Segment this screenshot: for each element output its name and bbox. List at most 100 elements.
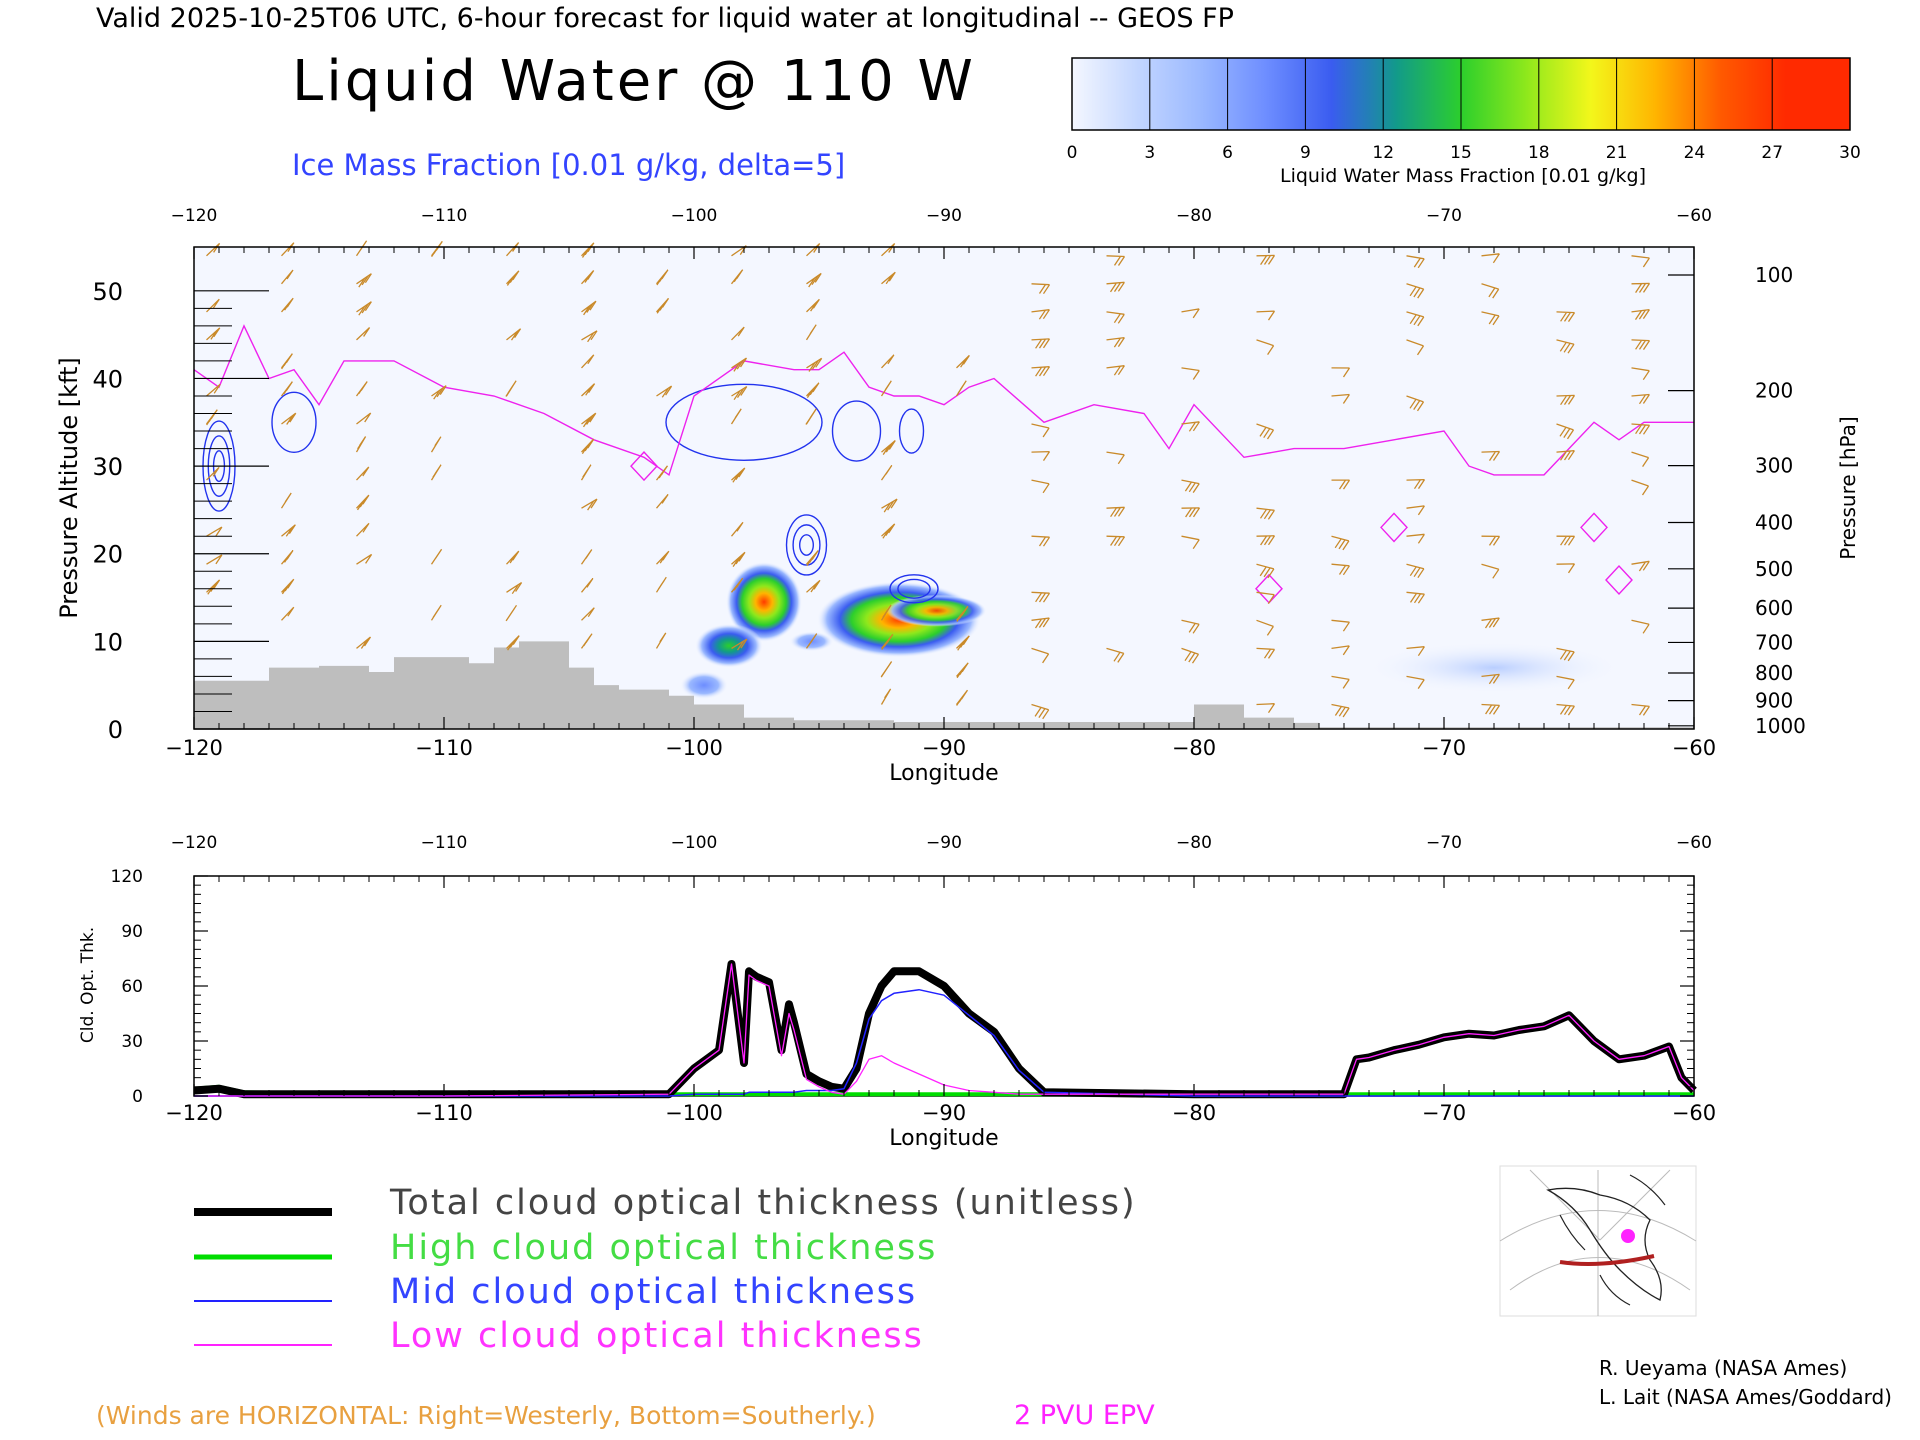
pressure-tick-label: 700 [1755,630,1793,654]
colorbar-segment [1525,58,1592,130]
lower-xlabel: Longitude [889,1126,998,1151]
pv-note: 2 PVU EPV [1014,1400,1155,1431]
wind-barb [1631,255,1650,268]
wind-barb [880,633,894,650]
wind-barb [806,579,821,593]
wind-barb [205,409,218,426]
x-tick-label: −110 [415,736,473,760]
legend: Total cloud optical thickness (unitless)… [194,1183,1135,1356]
ice-contour [831,400,882,462]
wind-barb [1181,647,1200,664]
credit-1: R. Ueyama (NASA Ames) [1599,1356,1847,1380]
wind-barb [581,498,598,511]
colorbar: 0 3 6 9 12 15 18 21 24 27 30 [1067,57,1861,163]
wind-barb [281,524,296,537]
wind-barb [1556,703,1575,716]
lower-top-x-tick-label: −60 [1676,833,1712,853]
top-x-tick-label: −100 [671,206,718,226]
wind-barb [1106,647,1125,663]
wind-barb [1031,423,1050,438]
colorbar-tick-label: 24 [1684,143,1706,163]
wind-barb [1181,421,1200,432]
wind-barb [430,604,442,621]
wind-barb [1106,365,1125,376]
wind-barb [730,577,744,593]
colorbar-segment [1266,58,1332,130]
colorbar-tick-label: 12 [1372,143,1394,163]
ice-contour [889,574,939,604]
wind-barb [1256,507,1275,520]
wind-barb [1181,507,1201,518]
wind-barb [206,466,220,481]
wind-barb [1331,645,1350,656]
wind-barb [1181,535,1200,550]
colorbar-frame [1071,57,1851,131]
wind-barb [1331,675,1350,689]
pv-contour-loop [630,451,658,482]
wind-barb [355,436,367,453]
lower-top-x-tick-label: −120 [171,833,218,853]
wind-barb [206,327,221,341]
wind-barb [1331,367,1351,378]
wind-barb [1031,617,1050,629]
pressure-tick-label: 300 [1755,454,1793,478]
wind-barb [281,606,295,621]
wind-barb [356,522,370,537]
wind-barb [1481,535,1501,546]
wind-barb [356,636,372,649]
wind-barb [581,270,595,285]
colorbar-segment [1590,58,1656,130]
wind-barb [806,243,821,257]
wind-barb [805,408,817,425]
wind-barb [656,550,670,565]
wind-barb [1481,563,1500,579]
wind-barb [430,241,443,258]
wind-barb [880,688,892,705]
wind-barb [1031,283,1051,295]
legend-label-mid: Mid cloud optical thickness [390,1272,917,1312]
lower-y-tick-label: 120 [111,867,143,887]
wind-barb [355,381,368,397]
wind-barb [731,357,748,372]
inset-location-marker [1621,1229,1635,1243]
wind-barb [1406,339,1425,356]
wind-barb [731,385,748,401]
wind-barb [1631,560,1650,572]
wind-barb [580,633,593,649]
wind-barb [1556,311,1576,322]
top-x-tick-label: −110 [421,206,468,226]
upper-xlabel: Longitude [889,761,998,786]
x-tick-label: −90 [922,736,966,760]
wind-barb [655,576,667,593]
pressure-tick-label: 1000 [1755,714,1806,738]
wind-barb [1031,703,1050,720]
wind-barb [1631,703,1650,716]
top-x-tick-label: −90 [926,206,962,226]
wind-barb [880,380,892,397]
series-line-mid [194,988,1694,1097]
cross-section-panel: −120 −120 −110 −110 −100 −100 −90 −90 −80 −80 −70 −… [92,206,1805,760]
legend-label-low: Low cloud optical thickness [390,1316,924,1356]
wind-barb [1406,505,1425,516]
wind-barb [1631,282,1651,293]
wind-barb [1406,675,1425,689]
lower-y-tick-label: 60 [121,977,143,997]
lower-x-tick-label: −110 [415,1101,473,1125]
colorbar-segment [1136,58,1203,130]
wind-barb [1481,253,1500,264]
y-tick-label: 30 [92,453,123,481]
wind-barb [206,554,223,565]
wind-barb [581,438,595,455]
wind-barb [1256,535,1276,546]
wind-barb [356,466,370,481]
cross-section-axes: −120 −120 −110 −110 −100 −100 −90 −90 −80 −80 −70 −… [92,206,1805,760]
y-tick-label: 50 [92,278,123,306]
wind-barb [881,523,896,539]
pv-contour-loop [1580,512,1608,543]
lower-top-x-tick-label: −70 [1426,833,1462,853]
ice-contour [271,391,317,453]
wind-barb [730,269,744,285]
wind-barb [505,380,517,397]
wind-barb [1406,533,1425,544]
wind-barb [1331,703,1350,718]
